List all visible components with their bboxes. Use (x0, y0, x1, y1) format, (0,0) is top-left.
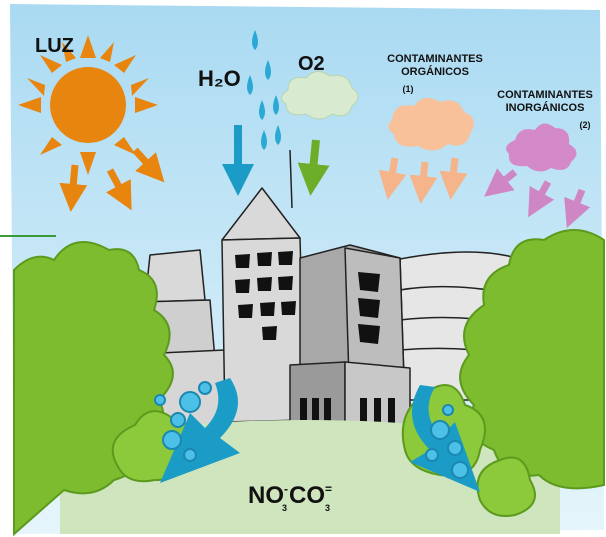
product: NO (248, 482, 284, 509)
organic-note: (1) (403, 84, 414, 94)
products-label: NO- 3CO= 3 (248, 482, 332, 513)
organic-cloud (388, 97, 474, 151)
product-sub: 3 (282, 503, 287, 513)
windows (235, 251, 395, 428)
organic-label: CONTAMINANTES (387, 53, 483, 65)
bushes (13, 229, 605, 537)
bubbles (154, 381, 469, 479)
inorganic-note: (2) (580, 120, 591, 130)
inorganic-arrows (484, 168, 591, 228)
light-label: LUZ (35, 35, 74, 57)
product: CO (289, 482, 325, 509)
inorganic-label: INORGÁNICOS (506, 101, 585, 114)
light-arrows (59, 147, 165, 212)
oxygen-arrow (297, 139, 330, 196)
water-label: H₂O (198, 66, 241, 91)
sun (18, 35, 158, 175)
oxygen-cloud (281, 71, 359, 120)
inorganic-cloud (506, 123, 577, 172)
product-charge: - (284, 482, 288, 496)
product-sub: 3 (325, 503, 330, 513)
organic-label: ORGÁNICOS (401, 65, 469, 78)
inorganic-label: CONTAMINANTES (497, 89, 593, 101)
antenna (289, 149, 293, 209)
oxygen-label: O2 (298, 53, 325, 75)
organic-arrows (378, 157, 468, 204)
product-charge: = (325, 482, 332, 496)
rain (247, 30, 281, 150)
